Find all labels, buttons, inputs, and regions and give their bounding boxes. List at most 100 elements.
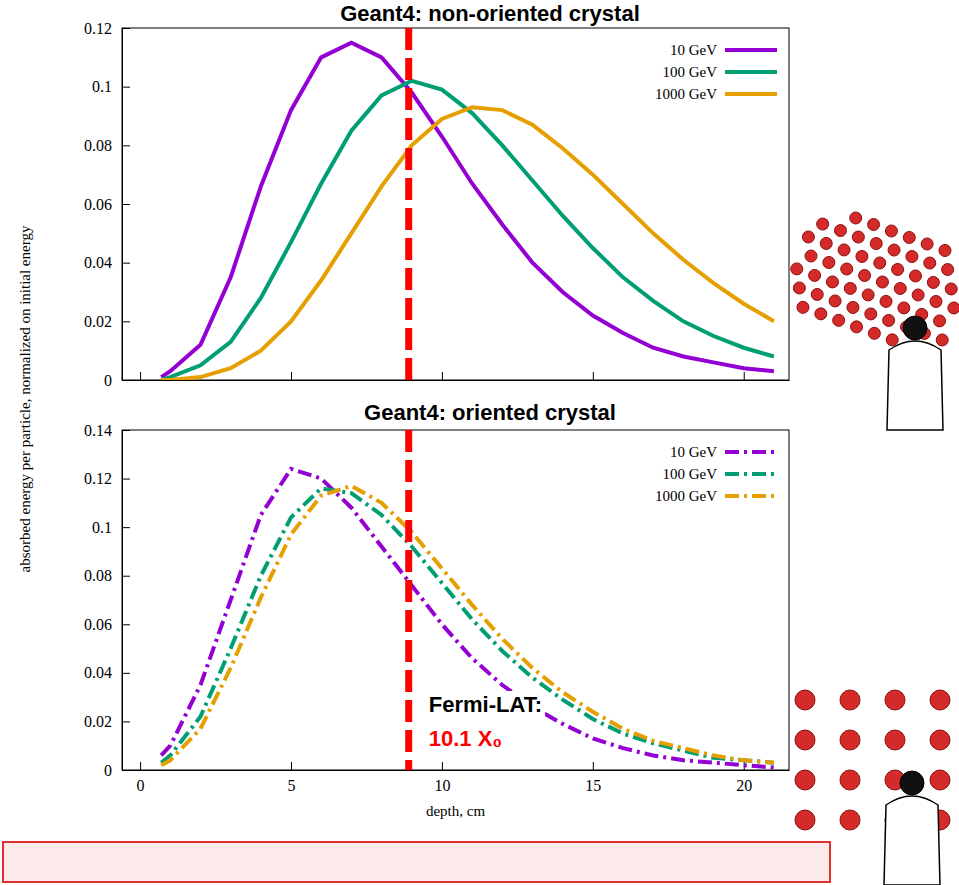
legend: 10 GeV 100 GeV 1000 GeV	[655, 444, 777, 504]
y-tick-label: 0.1	[92, 78, 112, 95]
legend-label: 100 GeV	[662, 466, 717, 482]
person-head	[903, 316, 927, 340]
y-tick-mark	[122, 673, 130, 674]
y-tick-label: 0.12	[84, 20, 112, 37]
y-tick-label: 0	[104, 372, 112, 389]
atom	[892, 263, 904, 275]
atom	[883, 314, 895, 326]
x-tick-mark	[291, 762, 292, 770]
y-tick-label: 0.12	[84, 470, 112, 487]
atom	[811, 288, 823, 300]
y-tick-mark	[122, 527, 130, 528]
y-tick-mark	[122, 576, 130, 577]
atom	[847, 301, 859, 313]
atom	[826, 276, 838, 288]
y-tick-mark	[122, 770, 130, 771]
atom	[795, 690, 815, 710]
atom	[829, 295, 841, 307]
y-tick-mark	[122, 721, 130, 722]
atom	[840, 770, 860, 790]
chart-svg: 00.020.040.060.080.10.1210 GeV100 GeV100…	[0, 0, 959, 885]
y-tick-label: 0.06	[84, 616, 112, 633]
series-line	[161, 107, 774, 380]
atom	[909, 270, 921, 282]
annotation-text: Fermi-LAT:	[429, 692, 542, 717]
atom	[903, 231, 915, 243]
legend-label: 1000 GeV	[655, 488, 717, 504]
y-tick-mark	[122, 263, 130, 264]
atom	[888, 244, 900, 256]
atom	[859, 269, 871, 281]
legend-swatch	[725, 92, 777, 96]
x-tick-mark	[140, 762, 141, 770]
y-tick: 0.02	[84, 713, 130, 730]
x-tick: 10	[434, 762, 450, 794]
atom	[805, 250, 817, 262]
y-tick: 0.14	[84, 422, 130, 439]
lines	[161, 469, 774, 768]
y-tick-label: 0.02	[84, 313, 112, 330]
series-line	[161, 469, 774, 768]
atom	[939, 244, 951, 256]
y-tick: 0.12	[84, 20, 130, 37]
atom	[930, 295, 942, 307]
x-tick-mark	[593, 372, 594, 380]
y-tick: 0.04	[84, 254, 130, 271]
x-tick-mark	[140, 372, 141, 380]
atom	[948, 302, 959, 314]
y-axis-line	[122, 431, 123, 771]
y-tick-mark	[122, 87, 130, 88]
atom	[868, 218, 880, 230]
y-tick-label: 0.14	[84, 422, 112, 439]
atom	[833, 314, 845, 326]
x-tick	[291, 372, 292, 380]
y-tick-mark	[122, 321, 130, 322]
y-tick-mark	[122, 145, 130, 146]
x-axis	[123, 372, 790, 381]
atom	[930, 690, 950, 710]
atom	[850, 212, 862, 224]
atom	[868, 327, 880, 339]
atom	[906, 251, 918, 263]
y-axis: 00.020.040.060.080.10.120.14	[84, 422, 130, 779]
legend-label: 100 GeV	[662, 64, 717, 80]
atom	[795, 770, 815, 790]
panel-title: Geant4: non-oriented crystal	[340, 1, 640, 26]
y-tick: 0.12	[84, 470, 130, 487]
person-body	[884, 796, 940, 885]
y-tick-mark	[122, 204, 130, 205]
y-tick: 0	[104, 762, 130, 779]
x-tick-mark	[291, 372, 292, 380]
y-axis: 00.020.040.060.080.10.12	[84, 20, 130, 389]
atom	[885, 730, 905, 750]
atom	[856, 250, 868, 262]
atom	[870, 238, 882, 250]
atom	[795, 810, 815, 830]
legend-label: 10 GeV	[670, 444, 717, 460]
atom	[841, 263, 853, 275]
plot-frame	[122, 28, 789, 380]
x-tick	[744, 372, 745, 380]
y-tick: 0.02	[84, 313, 130, 330]
atom	[834, 225, 846, 237]
y-tick: 0.1	[92, 519, 130, 536]
atom	[851, 321, 863, 333]
x-tick: 15	[585, 762, 601, 794]
atom	[838, 244, 850, 256]
y-tick-mark	[122, 28, 130, 29]
x-tick-label: 20	[736, 777, 752, 794]
atom	[921, 238, 933, 250]
atom	[809, 269, 821, 281]
atom	[844, 282, 856, 294]
series-line	[161, 81, 774, 380]
annotation-patch	[426, 725, 506, 752]
x-axis-title: depth, cm	[426, 803, 485, 819]
legend-label: 1000 GeV	[655, 86, 717, 102]
atom	[874, 257, 886, 269]
atom	[885, 225, 897, 237]
series-line	[161, 43, 774, 377]
person	[884, 771, 940, 885]
x-tick	[593, 372, 594, 380]
x-tick-label: 0	[137, 777, 145, 794]
y-tick: 0.08	[84, 137, 130, 154]
